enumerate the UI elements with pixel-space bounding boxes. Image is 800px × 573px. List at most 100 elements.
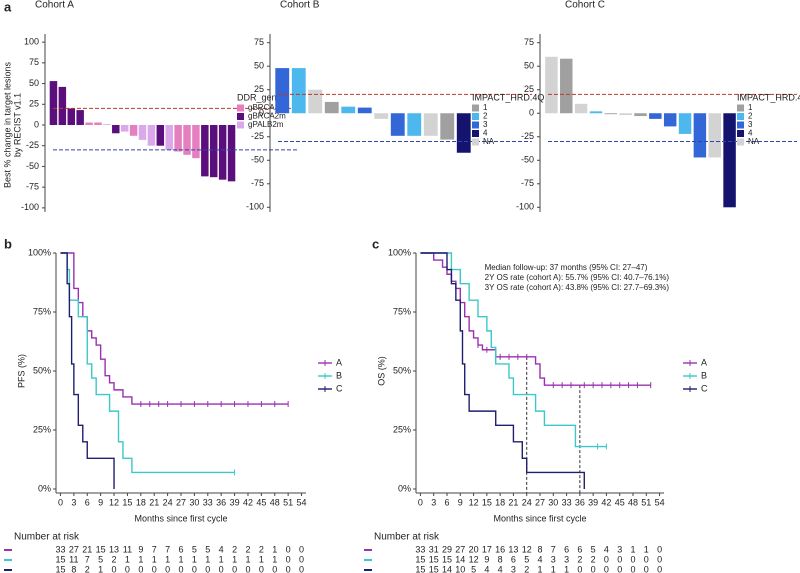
risk-count: 0 bbox=[286, 544, 291, 554]
panel-label: a bbox=[4, 0, 12, 14]
risk-count: 6 bbox=[178, 544, 183, 554]
risk-count: 2 bbox=[85, 564, 90, 573]
bar bbox=[634, 113, 647, 117]
legend-swatch bbox=[237, 113, 244, 120]
risk-count: 17 bbox=[482, 544, 492, 554]
x-tick-label: 39 bbox=[230, 497, 240, 507]
risk-count: 11 bbox=[69, 554, 78, 564]
bar bbox=[374, 113, 389, 119]
risk-count: 20 bbox=[469, 544, 479, 554]
y-tick-label: 100% bbox=[28, 247, 51, 257]
risk-count: 0 bbox=[604, 564, 609, 573]
bar bbox=[308, 89, 323, 114]
risk-count: 5 bbox=[192, 544, 197, 554]
risk-count: 0 bbox=[178, 564, 183, 573]
bar bbox=[407, 113, 422, 136]
y-tick-label: -50 bbox=[26, 161, 39, 171]
risk-count: 9 bbox=[484, 554, 489, 564]
y-tick-label: 75 bbox=[524, 37, 534, 47]
bar bbox=[545, 56, 558, 114]
risk-count: 0 bbox=[259, 564, 264, 573]
legend-label: gBRCA1m bbox=[248, 103, 286, 112]
risk-count: 1 bbox=[630, 544, 635, 554]
risk-count: 11 bbox=[123, 544, 132, 554]
y-tick-label: 25 bbox=[29, 99, 39, 109]
y-tick-label: -100 bbox=[246, 202, 264, 212]
risk-count: 33 bbox=[55, 544, 65, 554]
y-tick-label: -75 bbox=[521, 178, 534, 188]
bar bbox=[129, 125, 138, 136]
x-tick-label: 33 bbox=[203, 497, 213, 507]
x-tick-label: 27 bbox=[535, 497, 545, 507]
x-tick-label: 21 bbox=[508, 497, 518, 507]
legend-label: A bbox=[336, 357, 342, 367]
bar bbox=[67, 108, 76, 125]
bar bbox=[275, 68, 290, 114]
risk-count: 1 bbox=[138, 554, 143, 564]
legend-label: C bbox=[336, 383, 343, 393]
chart-title: Cohort A bbox=[35, 0, 74, 11]
bar bbox=[619, 113, 632, 116]
risk-count: 33 bbox=[415, 544, 425, 554]
risk-count: 0 bbox=[112, 564, 117, 573]
bar bbox=[165, 125, 173, 150]
risk-table-title: Number at risk bbox=[374, 532, 440, 543]
y-tick-label: 75 bbox=[254, 37, 264, 47]
legend-swatch bbox=[237, 104, 244, 112]
survival-curve bbox=[60, 252, 115, 489]
legend-label: 1 bbox=[748, 103, 753, 112]
x-tick-label: 24 bbox=[163, 497, 173, 507]
risk-count: 15 bbox=[429, 564, 439, 573]
legend-swatch bbox=[237, 121, 244, 129]
risk-count: 15 bbox=[442, 554, 452, 564]
bar bbox=[138, 125, 147, 140]
chart-title: Cohort C bbox=[565, 0, 605, 11]
risk-count: 15 bbox=[415, 554, 425, 564]
legend-label: NA bbox=[483, 137, 495, 146]
y-tick-label: -75 bbox=[26, 182, 39, 192]
risk-count: 0 bbox=[299, 564, 304, 573]
bar bbox=[589, 111, 603, 114]
risk-count: 0 bbox=[644, 564, 649, 573]
y-tick-label: 25 bbox=[254, 84, 264, 94]
x-tick-label: 27 bbox=[176, 497, 186, 507]
x-tick-label: 9 bbox=[98, 497, 103, 507]
risk-count: 15 bbox=[96, 544, 106, 554]
risk-count: 8 bbox=[537, 544, 542, 554]
y-axis-label: Best % change in target lesions bbox=[2, 61, 12, 188]
risk-count: 1 bbox=[272, 554, 277, 564]
x-tick-label: 18 bbox=[495, 497, 505, 507]
y-tick-label: 50% bbox=[33, 365, 51, 375]
risk-count: 6 bbox=[577, 544, 582, 554]
annotation: Median follow-up: 37 months (95% CI: 27–… bbox=[485, 263, 648, 272]
bar bbox=[94, 122, 102, 125]
bar bbox=[112, 125, 120, 134]
x-axis-label: Months since first cycle bbox=[134, 513, 227, 523]
risk-count: 7 bbox=[551, 544, 556, 554]
legend-title: IMPACT_HRD.4Q bbox=[737, 92, 800, 102]
panel-label: b bbox=[4, 236, 12, 251]
risk-count: 2 bbox=[112, 554, 117, 564]
risk-count: 0 bbox=[657, 544, 662, 554]
y-tick-label: -50 bbox=[251, 155, 264, 165]
risk-count: 2 bbox=[245, 544, 250, 554]
risk-count: 27 bbox=[69, 544, 79, 554]
bar bbox=[574, 103, 588, 114]
risk-count: 0 bbox=[286, 564, 291, 573]
risk-count: 4 bbox=[219, 544, 224, 554]
bar bbox=[85, 122, 93, 125]
risk-count: 13 bbox=[109, 544, 119, 554]
risk-count: 0 bbox=[165, 564, 170, 573]
y-tick-label: 50 bbox=[29, 78, 39, 88]
annotation: 3Y OS rate (cohort A): 43.8% (95% CI: 27… bbox=[485, 283, 670, 292]
x-axis-label: Months since first cycle bbox=[493, 513, 586, 523]
risk-count: 0 bbox=[152, 564, 157, 573]
legend-swatch bbox=[737, 104, 744, 112]
risk-count: 1 bbox=[564, 564, 569, 573]
risk-count: 14 bbox=[455, 554, 465, 564]
legend-title: IMPACT_HRD.4Q bbox=[472, 92, 544, 102]
risk-count: 0 bbox=[219, 564, 224, 573]
risk-count: 29 bbox=[442, 544, 452, 554]
risk-count: 27 bbox=[455, 544, 465, 554]
x-tick-label: 0 bbox=[58, 497, 63, 507]
